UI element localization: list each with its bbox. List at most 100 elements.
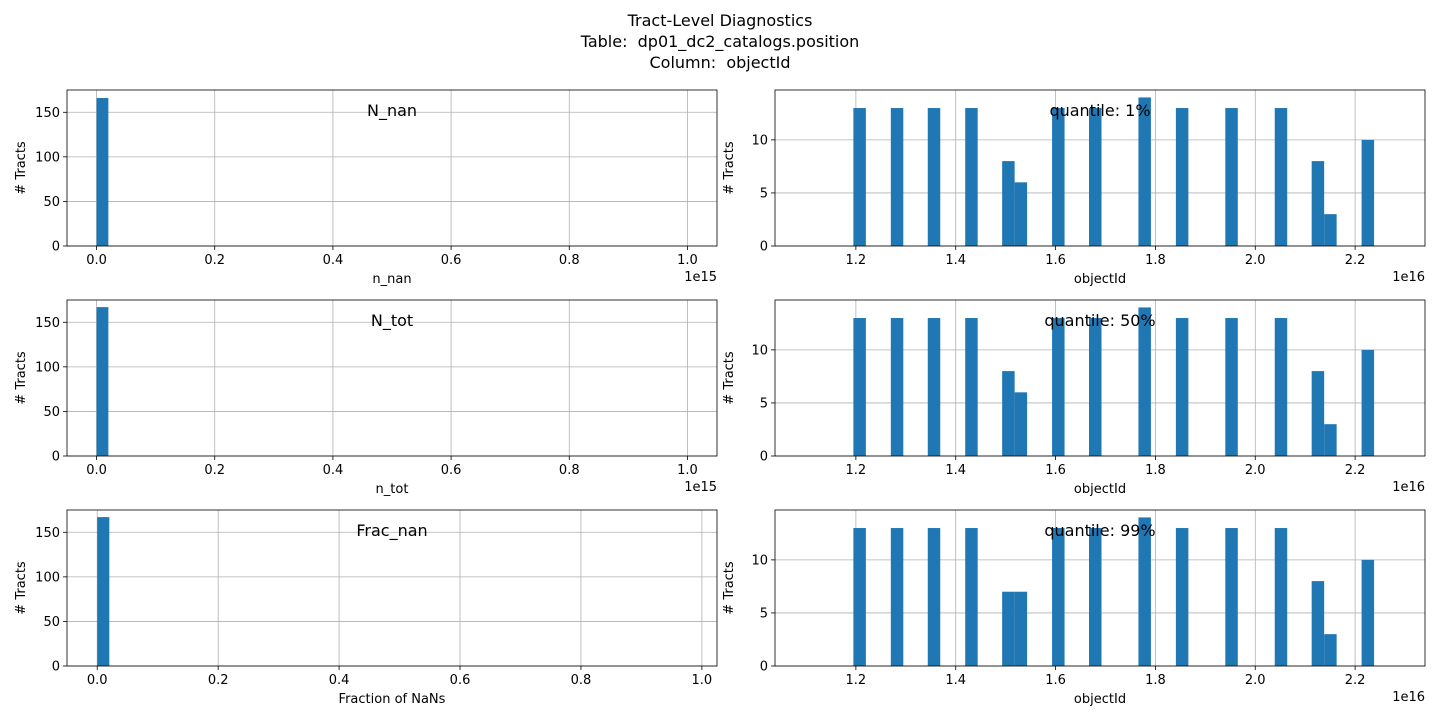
histogram-bar	[890, 528, 904, 666]
histogram-bar	[1002, 371, 1015, 456]
y-axis-label: # Tracts	[14, 141, 29, 195]
panel-title: N_tot	[371, 311, 413, 331]
x-tick-label: 1.4	[945, 673, 966, 688]
histogram-bar	[1002, 591, 1015, 666]
histogram-bar	[1014, 591, 1028, 666]
x-axis-label: objectId	[1074, 272, 1126, 287]
histogram-bar	[96, 307, 109, 456]
panel-title: quantile: 50%	[1044, 311, 1155, 330]
y-tick-label: 0	[52, 450, 60, 465]
histogram-bar	[1311, 371, 1325, 456]
histogram-bar	[1014, 392, 1028, 456]
y-tick-label: 100	[35, 360, 60, 375]
histogram-bar	[853, 108, 866, 246]
x-axis-label: Fraction of NaNs	[339, 692, 446, 707]
histogram-bar	[890, 108, 904, 246]
histogram-bar	[1361, 349, 1375, 456]
histogram-bar	[1138, 307, 1151, 456]
histogram-bar	[96, 98, 109, 246]
histogram-bar	[1274, 108, 1288, 246]
histogram-bar	[853, 528, 866, 666]
x-tick-label: 0.6	[450, 673, 471, 688]
x-tick-label: 2.0	[1245, 673, 1266, 688]
histogram-bar	[1311, 161, 1325, 246]
x-tick-label: 0.8	[559, 463, 580, 478]
chart-panel-3: 0.0 0.2 0.4 0.6 0.8 1.0 0 50 100 150 n_tot # Tracts…	[14, 299, 718, 497]
x-tick-label: 2.2	[1345, 253, 1366, 268]
y-tick-label: 150	[35, 316, 60, 331]
histogram-bar	[1052, 318, 1065, 456]
x-tick-label: 1.2	[846, 673, 867, 688]
x-tick-label: 0.0	[86, 463, 107, 478]
x-tick-label: 0.6	[441, 253, 462, 268]
y-tick-label: 5	[760, 396, 768, 411]
x-axis-offset-text: 1e15	[684, 480, 717, 495]
histogram-bar	[1225, 108, 1238, 246]
histogram-bar	[927, 108, 941, 246]
panel-title: quantile: 1%	[1049, 101, 1150, 120]
x-tick-label: 2.2	[1345, 673, 1366, 688]
x-axis-label: n_tot	[376, 482, 409, 497]
y-axis-label: # Tracts	[14, 561, 29, 615]
histogram-bar	[1324, 214, 1337, 246]
histogram-bar	[965, 318, 978, 456]
histogram-bar	[1361, 559, 1375, 666]
y-tick-label: 0	[52, 660, 60, 675]
histogram-bar	[1052, 528, 1065, 666]
x-axis-offset-text: 1e16	[1392, 270, 1425, 285]
histogram-bar	[1089, 528, 1102, 666]
axes-frame	[66, 299, 718, 457]
axes-frame	[66, 89, 718, 247]
y-axis-label: # Tracts	[722, 141, 737, 195]
panel-title: N_nan	[367, 101, 417, 121]
x-tick-label: 0.8	[559, 253, 580, 268]
x-tick-label: 1.0	[677, 463, 698, 478]
figure-title-line-3: Column: objectId	[649, 53, 791, 72]
x-tick-label: 1.8	[1145, 253, 1166, 268]
histogram-bar	[965, 528, 978, 666]
y-tick-label: 50	[43, 195, 60, 210]
x-tick-label: 2.2	[1345, 463, 1366, 478]
x-tick-label: 0.4	[323, 253, 344, 268]
axes-frame	[774, 509, 1426, 667]
x-tick-label: 1.2	[846, 253, 867, 268]
x-axis-label: objectId	[1074, 692, 1126, 707]
x-tick-label: 1.2	[846, 463, 867, 478]
histogram-bar	[1361, 139, 1375, 246]
x-axis-offset-text: 1e16	[1392, 690, 1425, 705]
x-tick-label: 1.6	[1045, 253, 1066, 268]
x-tick-label: 0.2	[208, 673, 229, 688]
histogram-bar	[1138, 97, 1151, 246]
histogram-bar	[97, 517, 110, 666]
histogram-bar	[927, 528, 941, 666]
x-tick-label: 1.6	[1045, 463, 1066, 478]
x-axis-label: n_nan	[372, 272, 411, 287]
x-axis-label: objectId	[1074, 482, 1126, 497]
x-tick-label: 1.0	[677, 253, 698, 268]
y-tick-label: 10	[751, 343, 768, 358]
chart-panel-5: 0.0 0.2 0.4 0.6 0.8 1.0 0 50 100 150 Fraction of N…	[14, 509, 718, 707]
histogram-bar	[1052, 108, 1065, 246]
histogram-bar	[1014, 182, 1028, 246]
x-tick-label: 1.8	[1145, 673, 1166, 688]
panel-title: quantile: 99%	[1044, 521, 1155, 540]
x-tick-label: 1.8	[1145, 463, 1166, 478]
x-axis-offset-text: 1e15	[684, 270, 717, 285]
figure-title: Tract-Level Diagnostics Table: dp01_dc2_…	[0, 10, 1440, 73]
figure-title-line-2: Table: dp01_dc2_catalogs.position	[580, 32, 860, 51]
y-tick-label: 10	[751, 553, 768, 568]
histogram-bar	[853, 318, 866, 456]
x-tick-label: 1.4	[945, 463, 966, 478]
x-tick-label: 2.0	[1245, 253, 1266, 268]
y-tick-label: 0	[760, 660, 768, 675]
histogram-bar	[1324, 634, 1337, 666]
y-axis-label: # Tracts	[722, 351, 737, 405]
chart-panel-6: 1.2 1.4 1.6 1.8 2.0 2.2 0 5 10 objectId # Tracts 1e…	[722, 509, 1426, 707]
histogram-bar	[1002, 161, 1015, 246]
histogram-bar	[1175, 528, 1189, 666]
x-tick-label: 1.4	[945, 253, 966, 268]
y-tick-label: 100	[35, 570, 60, 585]
x-tick-label: 0.4	[329, 673, 350, 688]
histogram-bar	[1175, 318, 1189, 456]
x-tick-label: 0.0	[86, 253, 107, 268]
